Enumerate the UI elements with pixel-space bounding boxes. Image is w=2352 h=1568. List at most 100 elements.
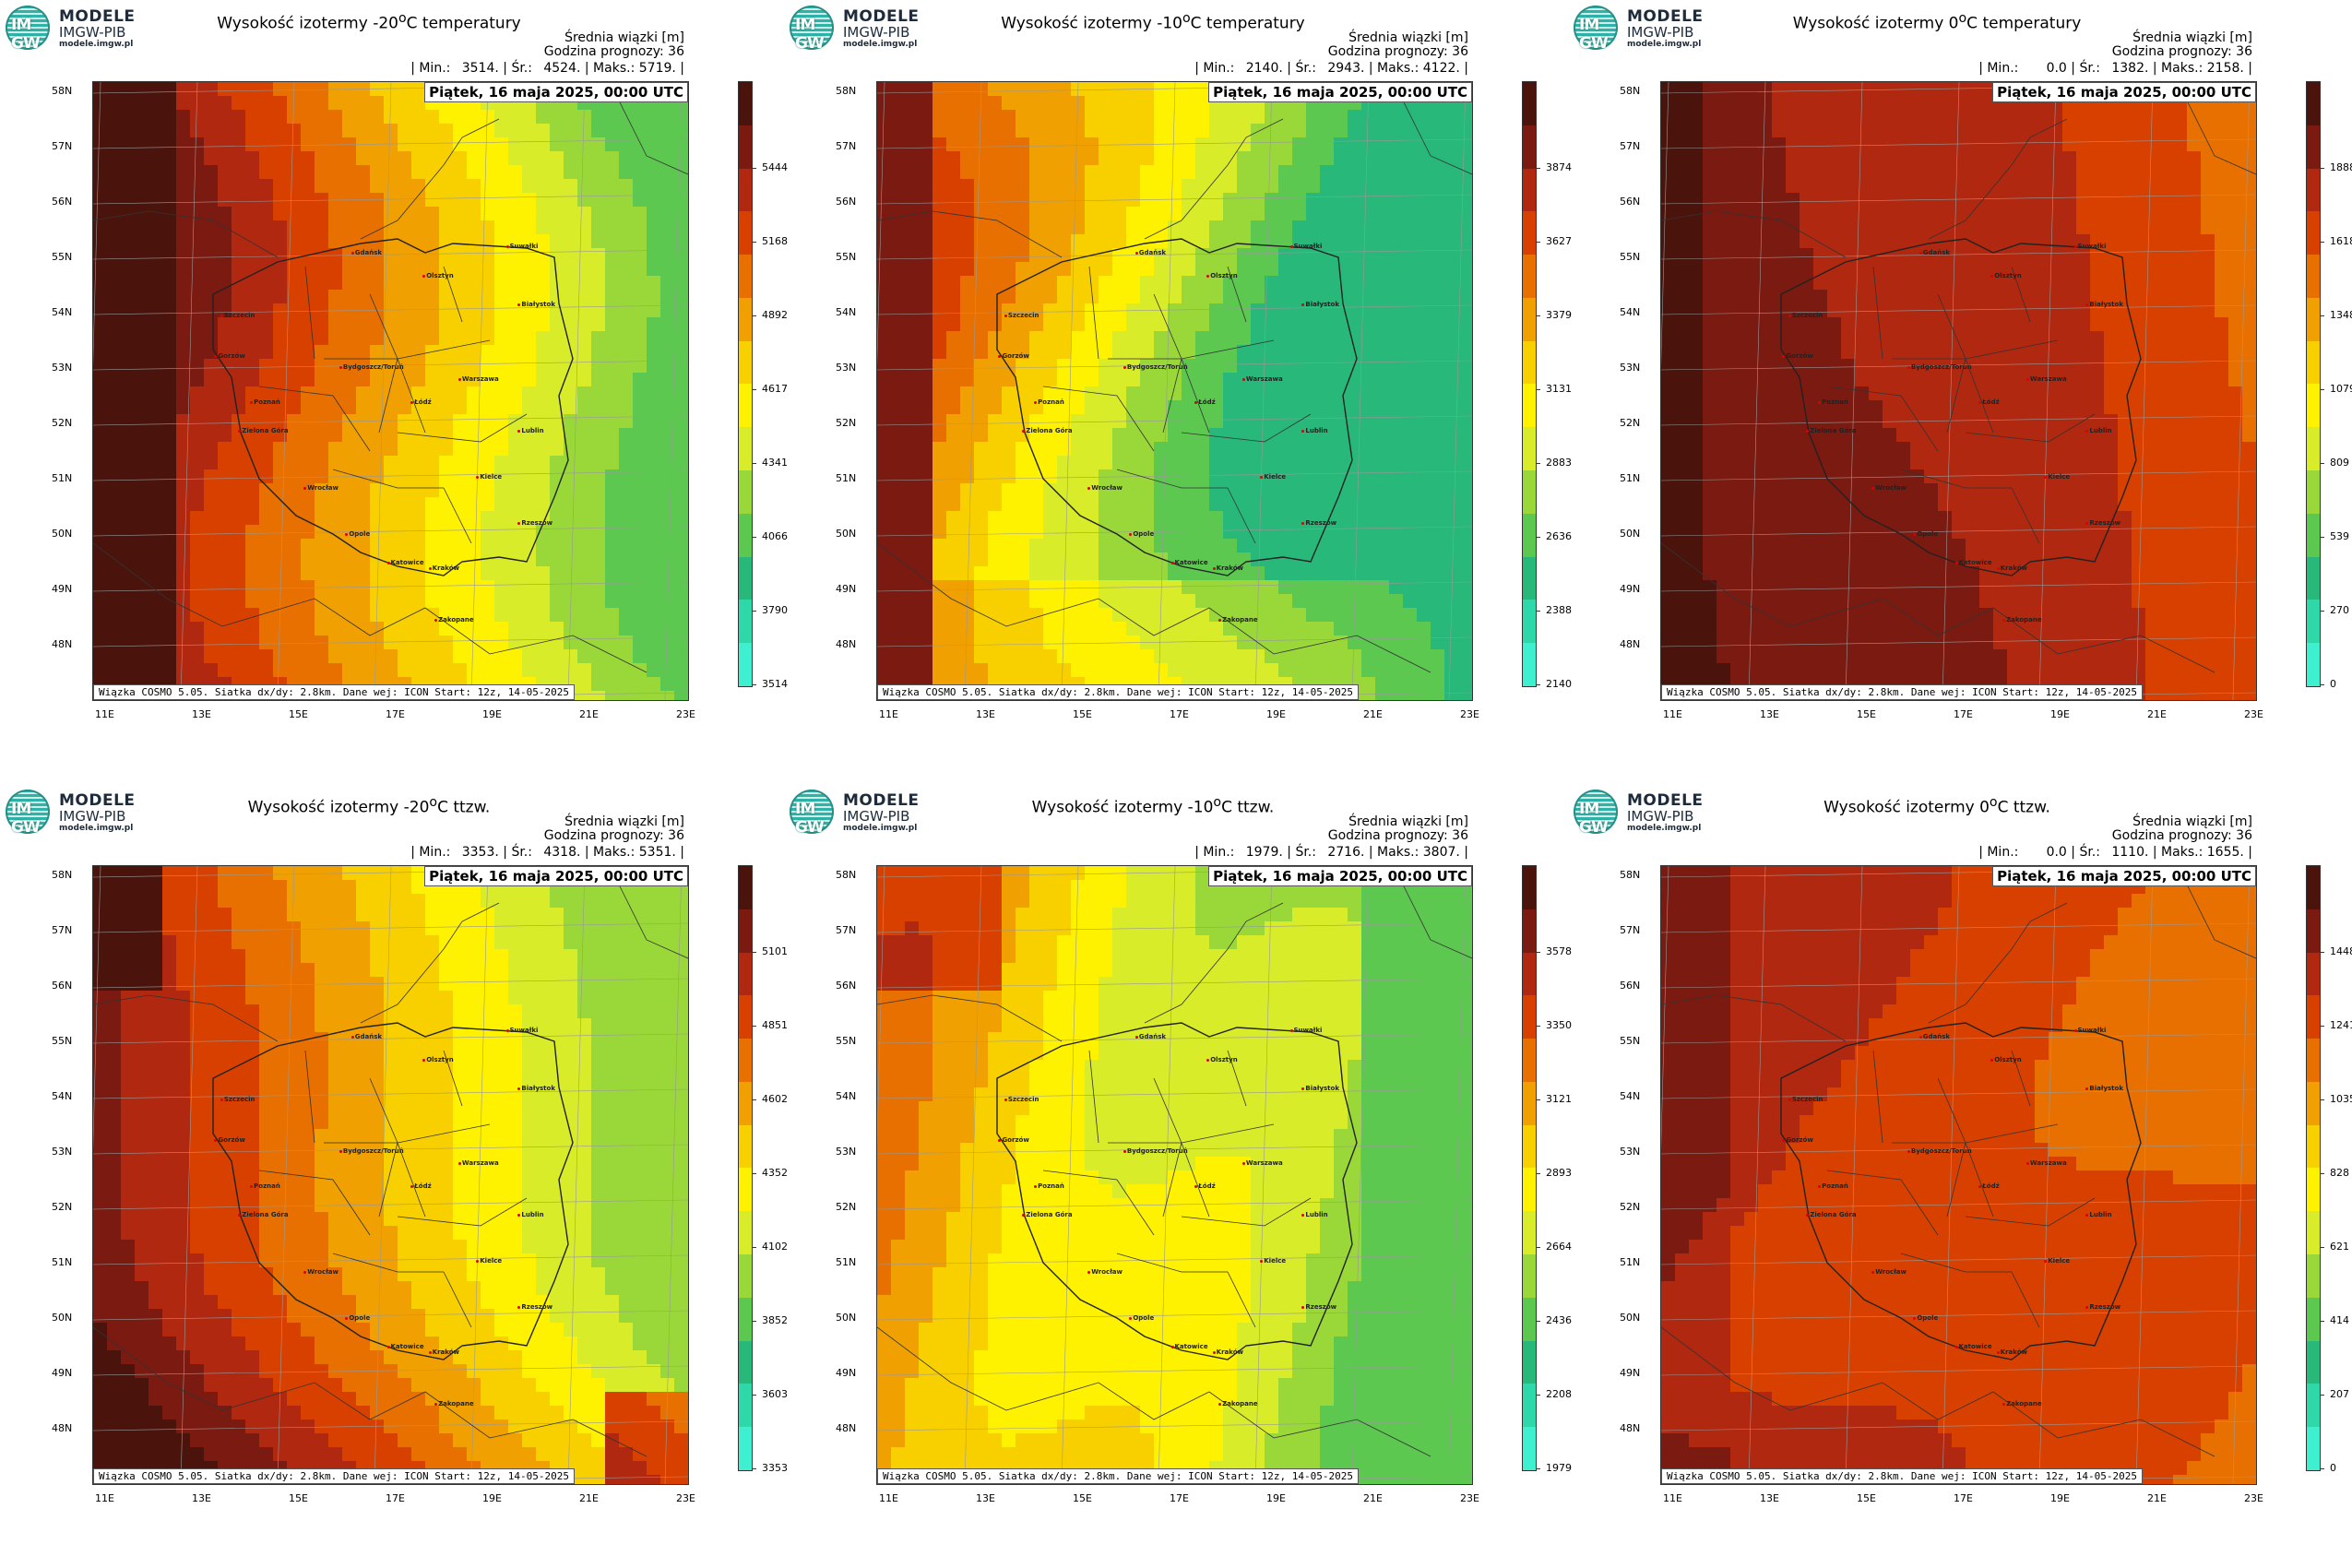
imgw-logo-icon: IM GW [1574, 6, 1618, 53]
colorbar-band [1523, 1168, 1536, 1212]
colorbar-tick [2320, 537, 2324, 538]
colorbar-tick [752, 315, 756, 316]
colorbar-tick [752, 952, 756, 953]
city-label: Kraków [1212, 1348, 1243, 1357]
lat-label: 50N [836, 528, 857, 540]
imgw-logo-icon: IM GW [790, 790, 834, 837]
city-label: Wrocław [303, 484, 339, 493]
colorbar-tick [1536, 1099, 1540, 1100]
panel-title: Wysokość izotermy -20oC temperatury [217, 11, 521, 33]
city-label: Zakopane [1218, 1400, 1258, 1408]
colorbar-band [1523, 1297, 1536, 1341]
colorbar-band [739, 643, 752, 686]
map-panel-5: IM GW MODELE IMGW-PIB modele.imgw.pl Wys… [784, 784, 1572, 1568]
colorbar-label: 270 [2330, 604, 2349, 616]
lon-label: 21E [579, 1492, 599, 1504]
colorbar-tick [2320, 1395, 2324, 1396]
panel-meta: Średnia wiązki [m] Godzina prognozy: 36 [2112, 31, 2252, 59]
city-label: Warszawa [457, 1158, 499, 1167]
lon-label: 19E [482, 1492, 502, 1504]
colorbar-tick [752, 1247, 756, 1248]
colorbar-label: 4066 [762, 530, 788, 542]
city-label: Rzeszów [1301, 1302, 1337, 1311]
colorbar-band [1523, 211, 1536, 255]
colorbar-tick [752, 389, 756, 390]
colorbar-label: 1979 [1546, 1462, 1572, 1474]
colorbar-band [739, 470, 752, 514]
colorbar-tick [752, 684, 756, 685]
lat-label: 48N [836, 1422, 857, 1434]
imgw-logo: IM GW MODELE IMGW-PIB modele.imgw.pl [1574, 6, 1704, 53]
mean-label: Średnia wiązki [m] [564, 30, 684, 45]
colorbar-band [2307, 168, 2320, 212]
forecast-hour: Godzina prognozy: 36 [1327, 828, 1468, 843]
panel-meta: Średnia wiązki [m] Godzina prognozy: 36 [2112, 815, 2252, 843]
city-label: Lublin [1301, 426, 1328, 434]
colorbar-band [1523, 600, 1536, 644]
colorbar-band [739, 1427, 752, 1470]
colorbar-label: 4341 [762, 457, 788, 469]
city-label: Zakopane [434, 616, 474, 624]
lon-label: 21E [2147, 708, 2167, 720]
lat-label: 48N [52, 1422, 73, 1434]
colorbar-tick [2320, 611, 2324, 612]
logo-line1: MODELE [1627, 7, 1704, 26]
forecast-hour: Godzina prognozy: 36 [543, 828, 684, 843]
city-label: Szczecin [1004, 312, 1039, 320]
colorbar-band [1523, 643, 1536, 686]
stat-min: 0.0 [2046, 61, 2067, 76]
city-label: Wrocław [1871, 484, 1907, 493]
lat-label: 53N [836, 1146, 857, 1158]
lat-label: 55N [836, 251, 857, 263]
city-label: Gdańsk [1134, 248, 1167, 256]
colorbar [2306, 81, 2321, 687]
colorbar-band [739, 1081, 752, 1125]
stat-mean: 4318. [543, 845, 581, 860]
colorbar-band [2307, 600, 2320, 644]
city-label: Białystok [2085, 300, 2123, 308]
city-label: Rzeszów [517, 518, 553, 527]
lon-label: 13E [1760, 708, 1779, 720]
city-label: Kielce [1260, 472, 1287, 481]
colorbar-tick [752, 1321, 756, 1322]
colorbar-label: 0 [2330, 1462, 2336, 1474]
city-label: Lublin [2085, 426, 2112, 434]
stat-min: 2140. [1245, 61, 1283, 76]
logo-line2: IMGW-PIB [1627, 24, 1694, 41]
colorbar-band [739, 297, 752, 341]
city-label: Bydgoszcz/Toruń [339, 1147, 404, 1156]
colorbar-label: 3790 [762, 604, 788, 616]
colorbar-band [1523, 470, 1536, 514]
colorbar-tick [2320, 1026, 2324, 1027]
lat-label: 50N [52, 528, 73, 540]
lat-label: 56N [1620, 980, 1641, 992]
city-label: Bydgoszcz/Toruń [1123, 1147, 1188, 1156]
colorbar-band [2307, 384, 2320, 428]
panel-title: Wysokość izotermy 0oC ttzw. [1823, 795, 2050, 817]
colorbar-tick [2320, 315, 2324, 316]
colorbar-tick [752, 611, 756, 612]
lon-label: 21E [579, 708, 599, 720]
city-label: Katowice [386, 559, 424, 567]
colorbar-label: 4102 [762, 1241, 788, 1253]
panel-meta: Średnia wiązki [m] Godzina prognozy: 36 [544, 31, 684, 59]
lat-label: 58N [836, 85, 857, 97]
logo-url: modele.imgw.pl [843, 40, 918, 49]
colorbar-label: 5101 [762, 945, 788, 957]
lat-label: 54N [1620, 1090, 1641, 1102]
lat-label: 53N [836, 362, 857, 374]
lat-label: 48N [1620, 638, 1641, 650]
colorbar-band [2307, 952, 2320, 996]
city-label: Kraków [1212, 564, 1243, 573]
city-label: Bydgoszcz/Toruń [339, 363, 404, 372]
lon-label: 21E [1363, 708, 1383, 720]
colorbar-label: 1348 [2330, 309, 2352, 321]
lat-label: 49N [836, 583, 857, 595]
colorbar-band [1523, 1039, 1536, 1082]
colorbar-band [2307, 82, 2320, 125]
city-label: Wrocław [1871, 1268, 1907, 1277]
lon-label: 19E [2050, 1492, 2070, 1504]
city-label: Olsztyn [1206, 271, 1238, 279]
colorbar-tick [752, 1026, 756, 1027]
logo-line1: MODELE [59, 791, 136, 810]
